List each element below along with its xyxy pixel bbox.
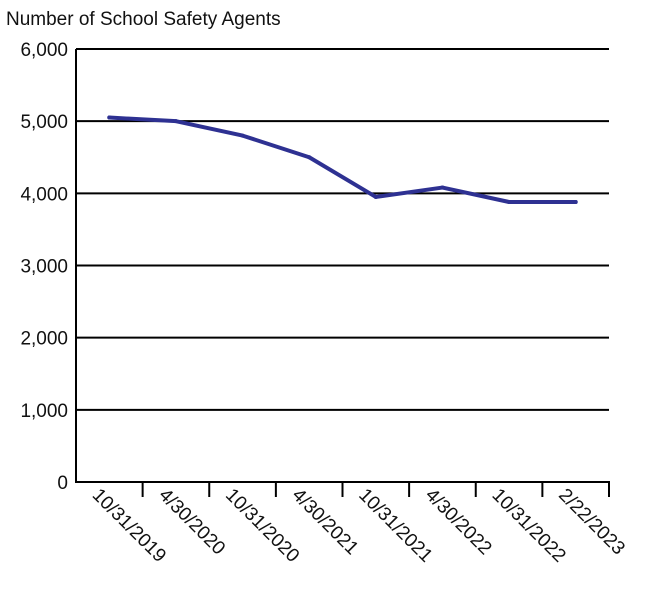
axes xyxy=(75,49,610,497)
y-tick-label: 2,000 xyxy=(20,329,68,350)
y-axis-title: Number of School Safety Agents xyxy=(6,9,281,30)
data-point xyxy=(307,155,312,160)
y-tick-labels: 0 1,000 2,000 3,000 4,000 5,000 6,000 xyxy=(20,40,68,494)
series-line xyxy=(107,115,578,204)
x-tick-labels: 10/31/20194/30/202010/31/20204/30/202110… xyxy=(88,485,629,567)
data-point xyxy=(440,185,445,190)
y-tick-label: 6,000 xyxy=(20,40,68,61)
gridlines xyxy=(76,48,609,411)
data-point xyxy=(373,194,378,199)
y-tick-label: 0 xyxy=(57,473,68,494)
y-tick-label: 5,000 xyxy=(20,112,68,133)
data-point xyxy=(240,133,245,138)
data-point xyxy=(573,199,578,204)
y-tick-label: 4,000 xyxy=(20,184,68,205)
y-tick-label: 3,000 xyxy=(20,257,68,278)
data-point xyxy=(507,199,512,204)
data-point xyxy=(173,119,178,124)
data-point xyxy=(107,115,112,120)
y-tick-label: 1,000 xyxy=(20,401,68,422)
series-layer xyxy=(107,115,578,204)
